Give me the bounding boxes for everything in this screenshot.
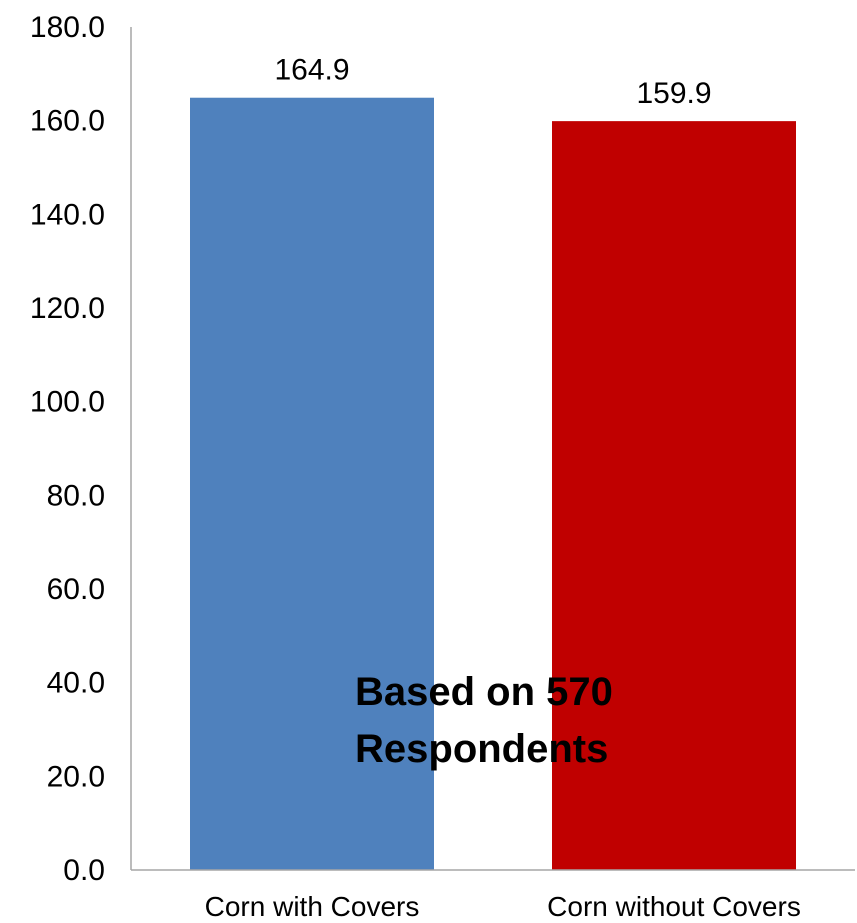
bar bbox=[552, 121, 796, 870]
respondents-annotation: Based on 570 Respondents bbox=[355, 670, 624, 771]
y-tick-label: 160.0 bbox=[30, 105, 105, 138]
annotation-line-2: Respondents bbox=[355, 727, 608, 771]
y-tick-label: 80.0 bbox=[47, 479, 105, 512]
y-tick-label: 140.0 bbox=[30, 198, 105, 231]
y-tick-label: 180.0 bbox=[30, 11, 105, 44]
y-tick-label: 100.0 bbox=[30, 386, 105, 419]
bar-value-label: 164.9 bbox=[274, 54, 349, 87]
y-tick-label: 20.0 bbox=[47, 760, 105, 793]
x-axis-category-labels: Corn with Covers Corn without Covers bbox=[205, 891, 801, 922]
y-tick-label: 120.0 bbox=[30, 292, 105, 325]
y-axis-ticks: 0.0 20.0 40.0 60.0 80.0 100.0 120.0 140.0 160.0 1… bbox=[30, 11, 105, 887]
x-category-label: Corn with Covers bbox=[205, 891, 420, 922]
x-category-label: Corn without Covers bbox=[547, 891, 801, 922]
bar-value-label: 159.9 bbox=[636, 77, 711, 110]
y-tick-label: 40.0 bbox=[47, 667, 105, 700]
annotation-line-1: Based on 570 bbox=[355, 670, 613, 714]
y-tick-label: 0.0 bbox=[63, 854, 105, 887]
data-labels: 164.9 159.9 bbox=[274, 54, 711, 110]
y-tick-label: 60.0 bbox=[47, 573, 105, 606]
bar bbox=[190, 97, 434, 871]
bars bbox=[190, 97, 796, 871]
